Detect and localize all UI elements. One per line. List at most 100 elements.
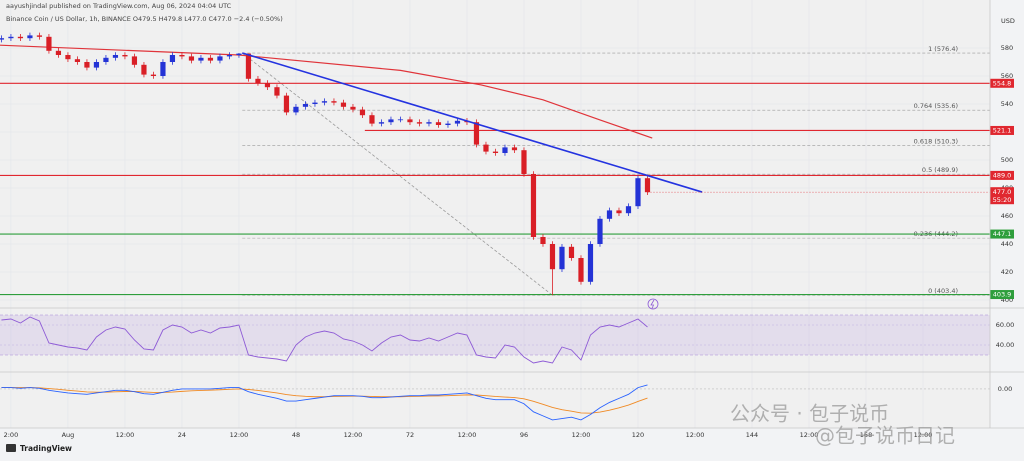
- x-tick-label: 72: [406, 431, 414, 439]
- candle-body: [198, 57, 204, 61]
- candle-body: [236, 53, 242, 55]
- candle-body: [530, 174, 537, 237]
- rsi-tick-label: 60.00: [996, 321, 1015, 329]
- trendline: [242, 52, 703, 193]
- logo-icon: [6, 444, 16, 452]
- event-icon[interactable]: [647, 298, 659, 310]
- candle-body: [312, 102, 318, 104]
- publisher-line: aayushjindal published on TradingView.co…: [6, 2, 232, 10]
- footer-logo[interactable]: TradingView: [20, 444, 72, 453]
- level-price-box: [990, 78, 1014, 88]
- x-tick-label: 24: [178, 431, 186, 439]
- x-tick-label: 144: [746, 431, 758, 439]
- macd-line: [1, 384, 648, 421]
- symbol-line: Binance Coin / US Dollar, 1h, BINANCE O4…: [6, 15, 283, 23]
- candle-body: [625, 206, 632, 214]
- watermark: 公众号 · 包子说币: [730, 402, 889, 426]
- candle-body: [226, 55, 233, 57]
- y-tick-label: 500: [1001, 156, 1013, 164]
- candle-body: [245, 53, 252, 79]
- candle-body: [131, 56, 138, 65]
- candle-body: [36, 35, 43, 37]
- candle-body: [445, 123, 451, 125]
- level-price-label: 447.1: [993, 230, 1012, 238]
- fib-label: 0.764 (535.6): [914, 102, 958, 110]
- candle-body: [27, 35, 33, 39]
- candle-body: [150, 74, 157, 76]
- x-tick-label: 12:00: [914, 431, 933, 439]
- candle-body: [160, 62, 166, 76]
- candle-body: [179, 55, 185, 57]
- candle-body: [359, 109, 366, 116]
- candle-body: [74, 59, 81, 62]
- candle-body: [65, 55, 71, 60]
- candle-body: [597, 218, 603, 244]
- y-tick-label: 440: [1001, 240, 1013, 248]
- candle-body: [255, 78, 261, 83]
- level-price-label: 521.1: [993, 126, 1012, 134]
- x-tick-label: 12:00: [572, 431, 591, 439]
- rsi-line: [1, 316, 648, 364]
- candle-body: [340, 102, 347, 107]
- candle-body: [407, 119, 413, 123]
- fib-label: 1 (576.4): [928, 45, 958, 53]
- y-tick-label: 400: [1001, 296, 1013, 304]
- x-tick-label: 120: [632, 431, 644, 439]
- candle-body: [321, 101, 328, 103]
- candle-body: [93, 62, 100, 68]
- candle-body: [568, 246, 575, 258]
- candle-body: [587, 244, 594, 282]
- candle-body: [8, 36, 14, 39]
- candle-body: [606, 210, 613, 219]
- y-axis-label: USD: [1001, 17, 1015, 25]
- level-price-box: [990, 290, 1014, 300]
- x-tick-label: 12:00: [686, 431, 705, 439]
- candle-body: [84, 62, 90, 68]
- y-tick-label: 460: [1001, 212, 1013, 220]
- countdown-label: 55:20: [993, 196, 1012, 204]
- candle-body: [369, 115, 375, 124]
- candle-body: [644, 178, 651, 193]
- rsi-band: [0, 315, 990, 355]
- candle-body: [540, 237, 546, 244]
- candle-body: [188, 56, 195, 61]
- candle-body: [283, 95, 290, 113]
- candle-body: [454, 120, 461, 124]
- level-price-label: 489.0: [993, 171, 1012, 179]
- last-price-label: 477.0: [993, 188, 1012, 196]
- candle-body: [511, 147, 518, 151]
- fib-label: 0 (403.4): [928, 287, 958, 295]
- fib-label: 0.5 (489.9): [922, 166, 958, 174]
- candle-body: [502, 147, 508, 153]
- candle-body: [416, 122, 423, 124]
- candle-body: [483, 144, 489, 152]
- plot-area: [0, 0, 990, 428]
- candle-body: [274, 87, 280, 96]
- x-tick-label: 96: [520, 431, 528, 439]
- candle-body: [112, 55, 119, 58]
- candle-body: [492, 151, 499, 153]
- candle-body: [217, 56, 223, 61]
- level-price-label: 403.9: [993, 291, 1012, 299]
- candle-body: [331, 101, 337, 103]
- candle-body: [169, 55, 176, 62]
- y-tick-label: 540: [1001, 100, 1013, 108]
- candle-body: [55, 50, 62, 55]
- candle-body: [435, 122, 442, 125]
- candle-body: [0, 38, 5, 40]
- x-tick-label: Aug: [62, 431, 75, 439]
- candle-body: [578, 258, 584, 282]
- x-tick-label: 12:00: [800, 431, 819, 439]
- x-tick-label: 2:00: [4, 431, 19, 439]
- candle-body: [46, 36, 52, 51]
- x-tick-label: 48: [292, 431, 300, 439]
- candle-body: [103, 57, 109, 62]
- x-tick-label: 12:00: [230, 431, 249, 439]
- candle-body: [264, 83, 271, 88]
- candle-body: [350, 106, 356, 110]
- candle-body: [378, 122, 385, 124]
- x-tick-label: 12:00: [344, 431, 363, 439]
- x-tick-label: 168: [860, 431, 872, 439]
- candle-body: [426, 122, 432, 124]
- fib-label: 0.618 (510.3): [914, 138, 958, 146]
